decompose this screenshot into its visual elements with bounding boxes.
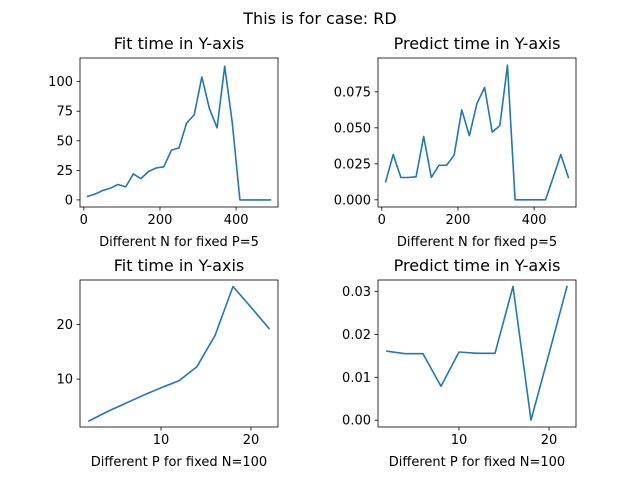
series-line — [87, 285, 271, 423]
series-line — [86, 65, 272, 201]
x-axis-label: Different P for fixed N=100 — [389, 455, 565, 470]
subplot-1: Fit time in Y-axis 0 200 400 0 25 50 75 100 Diffe… — [48, 34, 279, 250]
y-tick-label: 100 — [48, 75, 73, 90]
y-tick-label: 0 — [65, 193, 73, 208]
y-tick-label: 0.000 — [334, 193, 371, 208]
x-tick-label: 20 — [243, 433, 260, 448]
subplot-2: Predict time in Y-axis 0 200 400 0.000 0.025 0… — [334, 34, 577, 250]
axes-frame — [79, 57, 279, 208]
subplot-title: Fit time in Y-axis — [114, 34, 244, 53]
series-line — [384, 64, 570, 201]
y-tick-label: 0.025 — [334, 157, 371, 172]
y-tick-label: 20 — [56, 318, 73, 333]
axes-frame — [79, 279, 279, 428]
subplot-4: Predict time in Y-axis 10 20 0.00 0.01 0.02 0.… — [342, 256, 577, 470]
y-tick-label: 0.02 — [342, 328, 371, 343]
y-tick-label: 0.075 — [334, 85, 371, 100]
x-tick-label: 0 — [80, 213, 88, 228]
subplot-title: Predict time in Y-axis — [394, 256, 561, 275]
x-tick-label: 200 — [148, 213, 173, 228]
y-tick-label: 0.050 — [334, 121, 371, 136]
x-tick-label: 0 — [378, 213, 386, 228]
y-tick-label: 0.03 — [342, 285, 371, 300]
y-tick-label: 75 — [56, 105, 73, 120]
x-axis-label: Different P for fixed N=100 — [91, 455, 267, 470]
x-tick-label: 200 — [446, 213, 471, 228]
subplot-title: Predict time in Y-axis — [394, 34, 561, 53]
y-tick-label: 0.01 — [342, 371, 371, 386]
y-tick-label: 25 — [56, 164, 73, 179]
x-axis-label: Different N for fixed p=5 — [397, 235, 557, 250]
y-tick-label: 10 — [56, 373, 73, 388]
x-tick-label: 400 — [224, 213, 249, 228]
axes-frame — [377, 279, 577, 428]
y-tick-label: 50 — [56, 134, 73, 149]
y-tick-label: 0.00 — [342, 414, 371, 429]
series-line — [386, 285, 568, 421]
figure-suptitle: This is for case: RD — [242, 9, 396, 28]
x-tick-label: 400 — [522, 213, 547, 228]
x-tick-label: 20 — [541, 433, 558, 448]
subplot-3: Fit time in Y-axis 10 20 10 20 Different P fo… — [56, 256, 279, 470]
x-tick-label: 10 — [451, 433, 468, 448]
x-tick-label: 10 — [153, 433, 170, 448]
subplot-title: Fit time in Y-axis — [114, 256, 244, 275]
x-axis-label: Different N for fixed P=5 — [99, 235, 259, 250]
axes-frame — [377, 57, 577, 208]
